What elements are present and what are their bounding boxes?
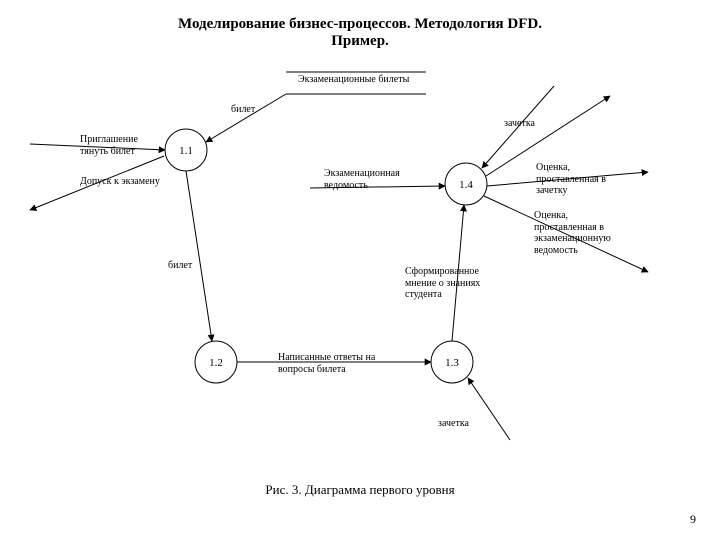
edge-label-e-zach-14: зачетка <box>504 118 535 130</box>
diagram-canvas: Моделирование бизнес-процессов. Методоло… <box>0 0 720 540</box>
edge-label-e-14-out2: Оценка, проставленная в зачетку <box>536 162 606 197</box>
edge-label-e-13-14: Сформированное мнение о знаниях студента <box>405 266 480 301</box>
edge-label-e-14-out3: Оценка, проставленная в экзаменационную … <box>534 210 611 256</box>
edge-label-e-invite: Приглашение тянуть билет <box>80 134 138 157</box>
edge-label-e-allow: Допуск к экзамену <box>80 176 160 188</box>
edge-label-e-12-13: Написанные ответы на вопросы билета <box>278 352 375 375</box>
node-label-n12: 1.2 <box>209 357 223 369</box>
edge-label-e-13-in: зачетка <box>438 418 469 430</box>
edge-e-ds-11 <box>206 94 286 142</box>
node-label-n11: 1.1 <box>179 145 193 157</box>
page-number: 9 <box>690 512 696 527</box>
node-label-n13: 1.3 <box>445 357 459 369</box>
edge-e-11-12 <box>186 171 212 341</box>
edge-e-13-in <box>468 378 510 440</box>
datastore-label: Экзаменационные билеты <box>298 74 409 86</box>
node-label-n14: 1.4 <box>459 179 473 191</box>
edge-label-e-11-12: билет <box>168 260 192 272</box>
edge-label-e-ds-11: билет <box>231 104 255 116</box>
edge-label-e-exved-14: Экзаменационная ведомость <box>324 168 400 191</box>
figure-caption: Рис. 3. Диаграмма первого уровня <box>0 482 720 498</box>
